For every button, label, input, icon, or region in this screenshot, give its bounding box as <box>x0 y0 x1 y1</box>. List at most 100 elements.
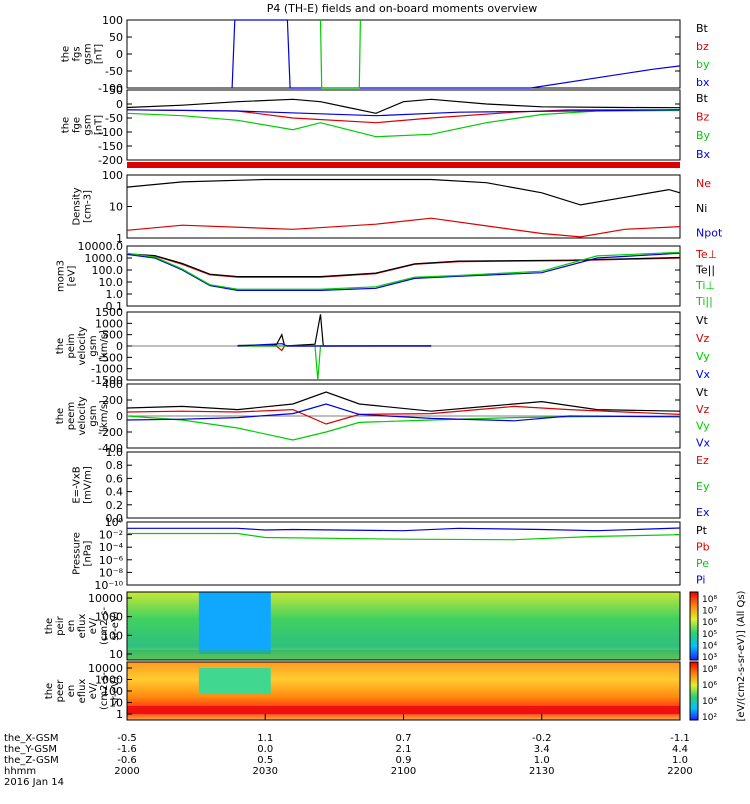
ylabel-line: [mV/m] <box>83 466 94 504</box>
ylabel-peem: the peem velocity gsm [km/s] <box>55 396 110 435</box>
ylabel-line: sr-eV) <box>110 676 121 705</box>
xaxis-value: 0.9 <box>396 755 412 766</box>
legend-label: Bx <box>696 148 711 161</box>
xaxis-value: -1.6 <box>117 744 137 755</box>
xaxis-value: 2200 <box>667 766 692 777</box>
ytick-label: -50 <box>105 65 123 78</box>
legend-label: Te|| <box>695 264 715 277</box>
xaxis-value: -0.2 <box>532 733 552 744</box>
panel-frame <box>126 591 681 661</box>
ylabel-line: [nT] <box>94 44 105 64</box>
colorbar-1: 10⁸ 10⁶ 10⁴ 10² <box>689 661 717 723</box>
series-Ni <box>126 178 681 206</box>
ytick-label: 10 <box>109 201 123 214</box>
colorbar-tick-label: 10⁶ <box>702 618 717 628</box>
ylabel-peir: the peir en eflux eV/(cm2-s-sr-eV) <box>44 607 121 645</box>
ytick-label: -200 <box>98 154 123 167</box>
ylabel-mom: mom3 [eV] <box>56 260 78 292</box>
xaxis-value: 2000 <box>114 766 139 777</box>
ytick-label: 10⁻⁶ <box>99 554 124 567</box>
series-Te|| <box>126 253 681 278</box>
ylabel-peer: the peer en eflux eV/(cm2-s-sr-eV) <box>44 672 121 710</box>
ytick-label: 100 <box>102 629 123 642</box>
ytick-label: 0 <box>116 48 123 61</box>
legend-label: Vx <box>696 368 711 381</box>
ytick-label: 100 <box>102 14 123 27</box>
ylabel-line: peir <box>55 615 66 635</box>
ytick-label: 10⁰ <box>105 516 124 529</box>
legend-label: Ti⊥ <box>695 279 715 292</box>
ylabel-line: [eV] <box>67 266 78 287</box>
series-Vx <box>126 403 681 422</box>
ytick-label: 0.0 <box>106 512 124 525</box>
series-Ti <box>126 252 681 291</box>
colorbar-ramp <box>689 591 699 661</box>
series-Vy <box>126 415 681 441</box>
colorbar-ramp <box>689 661 699 721</box>
ylabel-line: peem <box>66 402 77 430</box>
ytick-label: 0.4 <box>106 486 124 499</box>
ytick-label: -100 <box>98 82 123 95</box>
ylabel-line: the <box>55 338 66 354</box>
ylabel-pressure: Pressure [nPa] <box>72 532 94 575</box>
xaxis-row-label: the_X-GSM <box>4 733 58 744</box>
ylabel-line: E=-VxB <box>72 466 83 503</box>
series-Pe <box>127 532 681 541</box>
legend-label: Bt <box>696 92 709 105</box>
ylabel-line: Pressure <box>72 532 83 575</box>
legend-label: Ti|| <box>695 295 713 308</box>
ytick-label: 1 <box>116 232 123 245</box>
panel-peem: 400 200 0 -200 -400 the peem velocity gsm [km/s] V… <box>55 378 711 455</box>
legend-label: Vy <box>696 420 710 433</box>
legend-label: Vy <box>696 350 710 363</box>
legend-label: by <box>696 58 710 71</box>
ylabel-line: en <box>66 620 77 633</box>
electron-flux-patch <box>198 668 271 695</box>
panel-frame <box>126 521 681 586</box>
ion-flux-patch <box>198 592 271 654</box>
panel-density: 100 10 1 Density [cm-3] Ne Ni Npot <box>72 169 723 245</box>
ytick-label: 10.0 <box>99 276 124 289</box>
xaxis-row-label: hhmm <box>4 766 36 777</box>
panel-efield: 1.00.80.60.40.20.0 E=-VxB [mV/m] Ez Ey Ex <box>72 446 710 525</box>
legend-label: Ex <box>696 506 710 519</box>
legend-label: Pb <box>696 541 710 554</box>
xaxis-value: 2100 <box>391 766 416 777</box>
ytick-label: 1.0 <box>106 446 124 459</box>
ylabel-line: (cm2-s- <box>99 607 110 645</box>
xaxis-value: 0.5 <box>257 755 273 766</box>
legend-label: Te⊥ <box>695 248 717 261</box>
ytick-label: 1000 <box>95 317 123 330</box>
legend-label: Vx <box>696 436 711 449</box>
ylabel-line: fgs <box>72 46 83 61</box>
xaxis-value: 1.0 <box>672 755 688 766</box>
ylabel-line: [km/s] <box>99 330 110 362</box>
xaxis-value: 2030 <box>253 766 278 777</box>
series-bx <box>231 19 681 89</box>
series-Pt <box>127 527 681 532</box>
series-Bx <box>126 109 681 117</box>
ytick-label: 500 <box>102 329 123 342</box>
legend-label: bz <box>696 40 709 53</box>
ytick-label: -150 <box>98 140 123 153</box>
ytick-label: 50 <box>109 31 123 44</box>
ytick-label: 1000 <box>95 611 123 624</box>
ytick-label: 10000.0 <box>78 240 124 253</box>
xaxis-value: 1.1 <box>257 733 273 744</box>
ytick-label: 0 <box>116 410 123 423</box>
ylabel-line: the <box>61 117 72 133</box>
ytick-label: 10 <box>109 648 123 661</box>
ylabel-line: [cm-3] <box>83 190 94 223</box>
ytick-label: -1000 <box>91 363 123 376</box>
ytick-label: -100 <box>98 126 123 139</box>
xaxis-value: 0.0 <box>257 744 273 755</box>
ylabel-line: gsm <box>88 335 99 356</box>
legend-label: Bt <box>696 22 709 35</box>
ytick-label: 1000 <box>95 674 123 687</box>
series-Vt <box>237 314 432 347</box>
colorbar-tick-label: 10³ <box>702 653 717 663</box>
ylabel-line: the <box>44 683 55 699</box>
